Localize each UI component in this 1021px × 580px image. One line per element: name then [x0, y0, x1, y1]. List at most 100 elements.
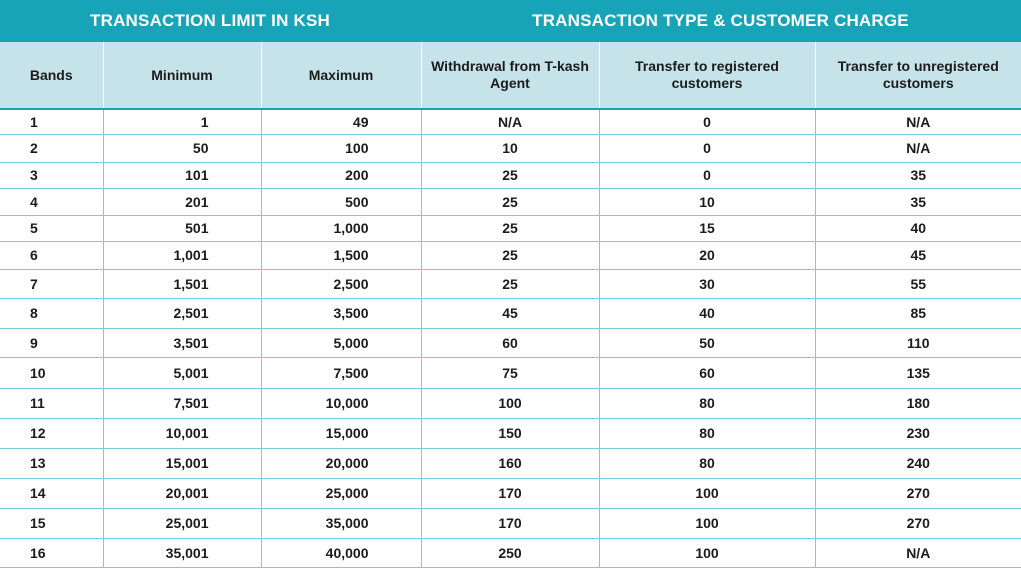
table-row: 13 15,001 20,000 160 80 240 — [0, 448, 1021, 479]
registered-transfer-fee-cell: 20 — [599, 241, 816, 270]
withdrawal-fee-cell: 170 — [421, 508, 600, 539]
unregistered-transfer-fee-cell: N/A — [815, 538, 1021, 568]
unregistered-transfer-fee-cell: 55 — [815, 269, 1021, 299]
registered-transfer-fee-cell: 50 — [599, 328, 816, 358]
unregistered-transfer-fee-cell: 270 — [815, 478, 1021, 509]
group-header-bar: TRANSACTION LIMIT IN KSH TRANSACTION TYP… — [0, 0, 1021, 42]
withdrawal-fee-cell: 10 — [421, 134, 600, 163]
minimum-cell: 10,001 — [103, 418, 262, 449]
table-row: 2 50 100 10 0 N/A — [0, 134, 1021, 163]
band-cell: 13 — [0, 448, 104, 479]
minimum-cell: 15,001 — [103, 448, 262, 479]
unregistered-transfer-fee-cell: 135 — [815, 357, 1021, 389]
maximum-cell: 35,000 — [261, 508, 422, 539]
withdrawal-fee-cell: 170 — [421, 478, 600, 509]
maximum-cell: 500 — [261, 188, 422, 216]
band-cell: 1 — [0, 108, 104, 135]
maximum-cell: 25,000 — [261, 478, 422, 509]
transaction-type-heading: TRANSACTION TYPE & CUSTOMER CHARGE — [532, 11, 909, 30]
withdrawal-fee-cell: 60 — [421, 328, 600, 358]
unregistered-transfer-fee-cell: 270 — [815, 508, 1021, 539]
table-row: 14 20,001 25,000 170 100 270 — [0, 478, 1021, 509]
withdrawal-fee-cell: 25 — [421, 241, 600, 270]
column-header-row: Bands Minimum Maximum Withdrawal from T-… — [0, 42, 1021, 109]
maximum-cell: 1,500 — [261, 241, 422, 270]
minimum-cell: 20,001 — [103, 478, 262, 509]
table-row: 4 201 500 25 10 35 — [0, 188, 1021, 216]
withdrawal-fee-cell: 150 — [421, 418, 600, 449]
minimum-cell: 1,001 — [103, 241, 262, 270]
maximum-cell: 49 — [261, 108, 422, 135]
minimum-cell: 50 — [103, 134, 262, 163]
unregistered-transfer-fee-cell: N/A — [815, 108, 1021, 135]
band-cell: 5 — [0, 215, 104, 242]
maximum-cell: 1,000 — [261, 215, 422, 242]
maximum-cell: 40,000 — [261, 538, 422, 568]
withdrawal-fee-cell: 100 — [421, 388, 600, 419]
table-row: 5 501 1,000 25 15 40 — [0, 215, 1021, 242]
maximum-cell: 2,500 — [261, 269, 422, 299]
band-cell: 14 — [0, 478, 104, 509]
registered-transfer-fee-cell: 80 — [599, 418, 816, 449]
maximum-cell: 15,000 — [261, 418, 422, 449]
unregistered-transfer-fee-cell: 110 — [815, 328, 1021, 358]
minimum-cell: 1 — [103, 108, 262, 135]
band-cell: 4 — [0, 188, 104, 216]
table-row: 11 7,501 10,000 100 80 180 — [0, 388, 1021, 419]
withdrawal-fee-cell: 25 — [421, 188, 600, 216]
unregistered-transfer-fee-cell: 230 — [815, 418, 1021, 449]
maximum-cell: 7,500 — [261, 357, 422, 389]
table-row: 7 1,501 2,500 25 30 55 — [0, 269, 1021, 299]
withdrawal-fee-cell: 25 — [421, 162, 600, 189]
minimum-cell: 1,501 — [103, 269, 262, 299]
minimum-cell: 5,001 — [103, 357, 262, 389]
maximum-cell: 200 — [261, 162, 422, 189]
unregistered-transfer-fee-cell: 180 — [815, 388, 1021, 419]
minimum-cell: 501 — [103, 215, 262, 242]
band-cell: 9 — [0, 328, 104, 358]
unregistered-transfer-fee-cell: 240 — [815, 448, 1021, 479]
registered-transfer-fee-cell: 0 — [599, 134, 816, 163]
table-row: 16 35,001 40,000 250 100 N/A — [0, 538, 1021, 568]
column-header-bands: Bands — [0, 42, 104, 109]
table-row: 15 25,001 35,000 170 100 270 — [0, 508, 1021, 539]
band-cell: 3 — [0, 162, 104, 189]
withdrawal-fee-cell: 25 — [421, 215, 600, 242]
maximum-cell: 5,000 — [261, 328, 422, 358]
registered-transfer-fee-cell: 40 — [599, 298, 816, 329]
registered-transfer-fee-cell: 0 — [599, 162, 816, 189]
unregistered-transfer-fee-cell: 40 — [815, 215, 1021, 242]
unregistered-transfer-fee-cell: 45 — [815, 241, 1021, 270]
maximum-cell: 100 — [261, 134, 422, 163]
band-cell: 10 — [0, 357, 104, 389]
withdrawal-fee-cell: 45 — [421, 298, 600, 329]
registered-transfer-fee-cell: 0 — [599, 108, 816, 135]
band-cell: 12 — [0, 418, 104, 449]
withdrawal-fee-cell: 75 — [421, 357, 600, 389]
band-cell: 6 — [0, 241, 104, 270]
minimum-cell: 35,001 — [103, 538, 262, 568]
band-cell: 7 — [0, 269, 104, 299]
minimum-cell: 201 — [103, 188, 262, 216]
registered-transfer-fee-cell: 100 — [599, 508, 816, 539]
unregistered-transfer-fee-cell: 35 — [815, 162, 1021, 189]
registered-transfer-fee-cell: 30 — [599, 269, 816, 299]
column-header-maximum: Maximum — [261, 42, 422, 109]
band-cell: 2 — [0, 134, 104, 163]
column-header-transfer-registered: Transfer to registered customers — [599, 42, 816, 109]
table-row: 6 1,001 1,500 25 20 45 — [0, 241, 1021, 270]
band-cell: 8 — [0, 298, 104, 329]
column-header-minimum: Minimum — [103, 42, 262, 109]
transaction-limit-heading: TRANSACTION LIMIT IN KSH — [90, 11, 330, 30]
band-cell: 16 — [0, 538, 104, 568]
table-row: 10 5,001 7,500 75 60 135 — [0, 357, 1021, 389]
minimum-cell: 7,501 — [103, 388, 262, 419]
unregistered-transfer-fee-cell: N/A — [815, 134, 1021, 163]
registered-transfer-fee-cell: 10 — [599, 188, 816, 216]
table-body: 1 1 49 N/A 0 N/A 2 50 100 10 0 N/A 3 101 200 25 0 35 4 201 5… — [0, 108, 1021, 568]
withdrawal-fee-cell: 160 — [421, 448, 600, 479]
maximum-cell: 20,000 — [261, 448, 422, 479]
registered-transfer-fee-cell: 100 — [599, 478, 816, 509]
unregistered-transfer-fee-cell: 35 — [815, 188, 1021, 216]
